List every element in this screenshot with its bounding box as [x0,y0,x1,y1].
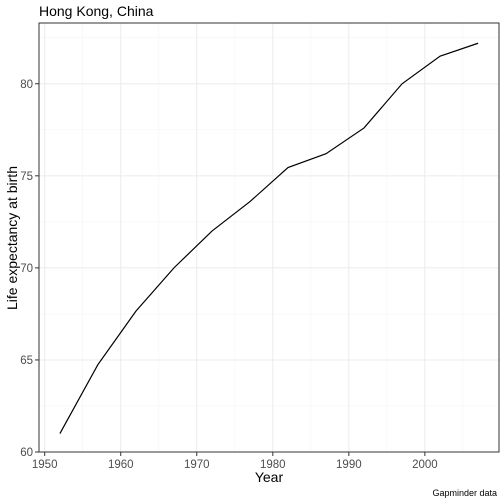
chart-title: Hong Kong, China [39,3,154,19]
life-expectancy-line [59,42,479,434]
caption: Gapminder data [432,488,497,498]
x-tick-label: 1990 [336,459,362,471]
y-tick-label: 60 [20,447,33,459]
panel-border [38,22,500,453]
x-tick-label: 1960 [108,459,134,471]
y-tick-label: 65 [20,355,33,367]
major-grid [39,23,499,453]
x-tick-label: 1980 [260,459,286,471]
x-tick-label: 1950 [32,459,58,471]
y-tick-label: 80 [20,79,33,91]
x-axis-ticks: 1950 1960 1970 1980 1990 2000 [32,452,438,471]
x-tick-label: 1970 [184,459,210,471]
y-tick-label: 70 [20,263,33,275]
minor-grid [39,23,499,452]
x-axis-title: Year [255,469,284,485]
y-axis-ticks: 60 65 70 75 80 [20,79,39,459]
y-tick-label: 75 [20,171,33,183]
y-axis-title: Life expectancy at birth [4,166,20,310]
x-tick-label: 2000 [412,459,438,471]
